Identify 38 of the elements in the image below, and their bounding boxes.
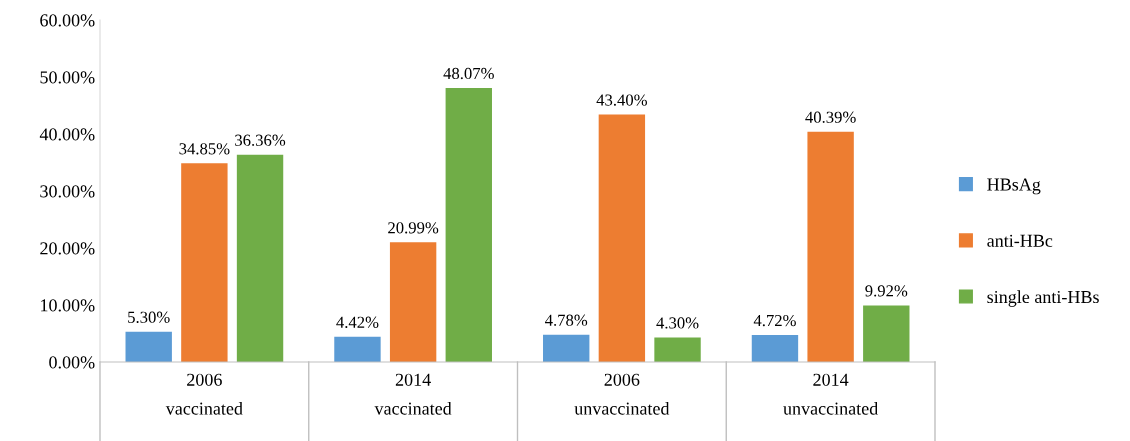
legend-label: anti-HBc — [987, 234, 1053, 247]
data-label: 43.40% — [596, 94, 647, 106]
data-label: 20.99% — [388, 222, 439, 234]
x-tick-label: 2014 unvaccinated — [783, 373, 879, 415]
legend-label: single anti-HBs — [987, 290, 1099, 307]
x-tick-label: 2006 unvaccinated — [574, 373, 670, 415]
data-label: 4.42% — [336, 316, 379, 328]
data-label: 4.78% — [545, 314, 588, 326]
x-tick-label: 2014 vaccinated — [374, 373, 452, 415]
bar — [598, 114, 646, 362]
bar — [389, 242, 437, 362]
bar — [125, 331, 172, 362]
bar — [751, 335, 799, 362]
bar — [543, 334, 590, 362]
data-label: 5.30% — [128, 311, 170, 323]
bar — [181, 163, 228, 362]
bar — [236, 154, 284, 362]
data-label: 9.92% — [865, 285, 908, 297]
data-label: 4.72% — [753, 314, 796, 327]
data-label: 4.30% — [656, 317, 699, 329]
data-label: 34.85% — [179, 143, 230, 155]
bar — [445, 88, 492, 362]
x-tick-label: 2006 vaccinated — [165, 373, 243, 415]
y-tick-label: 10.00% — [41, 299, 95, 312]
y-tick-label: 40.00% — [39, 128, 95, 141]
data-label: 40.39% — [805, 111, 856, 123]
y-tick-label: 50.00% — [40, 71, 95, 84]
y-tick-label: 0.00% — [49, 356, 95, 369]
bar — [863, 305, 910, 362]
legend-label: HBsAg — [987, 178, 1041, 195]
bar — [654, 337, 701, 362]
data-label: 48.07% — [443, 67, 494, 80]
y-tick-label: 20.00% — [40, 242, 95, 255]
data-label: 36.36% — [235, 134, 286, 146]
bar — [807, 131, 854, 362]
y-tick-label: 60.00% — [40, 14, 95, 27]
bar — [334, 336, 381, 362]
y-tick-label: 30.00% — [40, 185, 95, 198]
